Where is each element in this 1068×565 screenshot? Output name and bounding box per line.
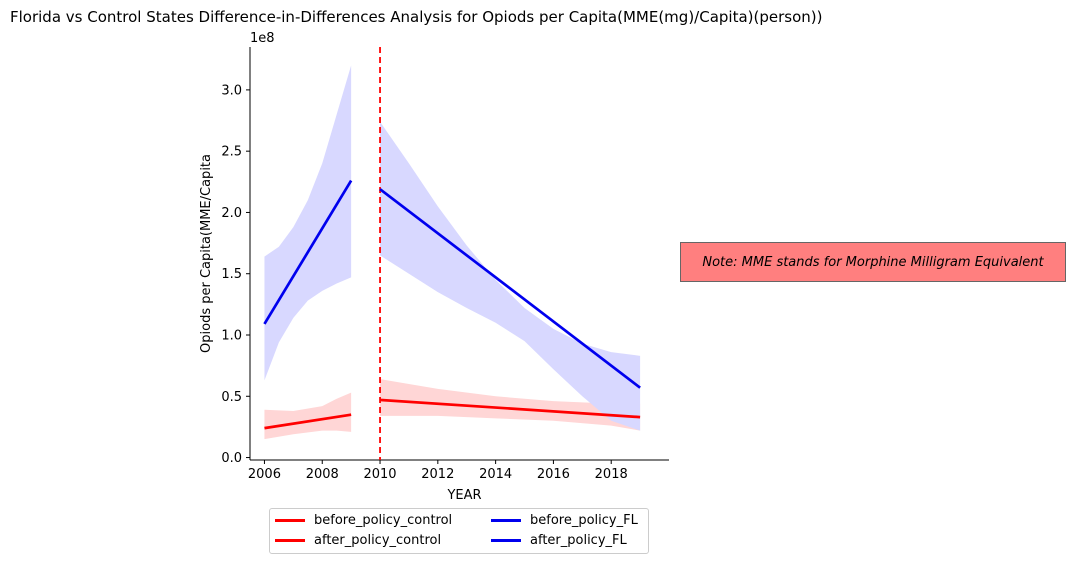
legend-swatch: [491, 519, 521, 522]
y-tick-label-5: 2.5: [221, 145, 242, 160]
x-tick-label-2016: 2016: [537, 467, 570, 482]
x-tick-label-2012: 2012: [421, 467, 454, 482]
legend-item-before_policy_FL: before_policy_FL: [491, 513, 638, 528]
confidence-bands: [264, 65, 641, 440]
legend-label: after_policy_FL: [530, 533, 627, 548]
legend-swatch: [275, 539, 305, 542]
y-tick-label-2: 1.0: [221, 328, 242, 343]
y-tick-label-6: 3.0: [221, 83, 242, 98]
legend: before_policy_control after_policy_contro…: [269, 508, 649, 554]
y-offset-label: 1e8: [250, 31, 275, 46]
note-annotation: Note: MME stands for Morphine Milligram …: [680, 242, 1066, 282]
legend-label: before_policy_control: [314, 513, 453, 528]
band-after_policy_control: [380, 379, 641, 431]
y-axis-label: Opiods per Capita(MME/Capita: [199, 154, 214, 353]
axis-labels: 2006 2008 2010 2012 2014 2016 2018 0.0 0.5 1.0 1.5…: [199, 31, 628, 503]
legend-label: before_policy_FL: [530, 513, 638, 528]
legend-item-before_policy_control: before_policy_control: [275, 513, 452, 528]
x-tick-label-2014: 2014: [479, 467, 512, 482]
line-after_policy_FL: [379, 188, 641, 389]
y-tick-label-0: 0.0: [221, 451, 242, 466]
x-tick-label-2010: 2010: [363, 467, 396, 482]
x-tick-label-2008: 2008: [306, 467, 339, 482]
legend-swatch: [275, 519, 305, 522]
chart-title: Florida vs Control States Difference-in-…: [10, 8, 823, 26]
legend-label: after_policy_control: [314, 533, 442, 548]
x-tick-label-2006: 2006: [248, 467, 281, 482]
x-tick-label-2018: 2018: [595, 467, 628, 482]
y-tick-label-3: 1.5: [221, 267, 242, 282]
x-axis-label: YEAR: [446, 488, 481, 503]
band-after_policy_FL: [380, 121, 641, 431]
band-before_policy_FL: [264, 65, 352, 381]
series-lines: [263, 47, 641, 460]
legend-item-after_policy_control: after_policy_control: [275, 533, 441, 548]
line-after_policy_control: [379, 398, 641, 419]
line-before_policy_FL: [263, 179, 353, 325]
legend-item-after_policy_FL: after_policy_FL: [491, 533, 627, 548]
legend-swatch: [491, 539, 521, 542]
y-tick-label-1: 0.5: [221, 390, 242, 405]
y-tick-label-4: 2.0: [221, 206, 242, 221]
axes: [246, 47, 669, 464]
band-before_policy_control: [264, 392, 352, 440]
line-before_policy_control: [264, 413, 352, 430]
